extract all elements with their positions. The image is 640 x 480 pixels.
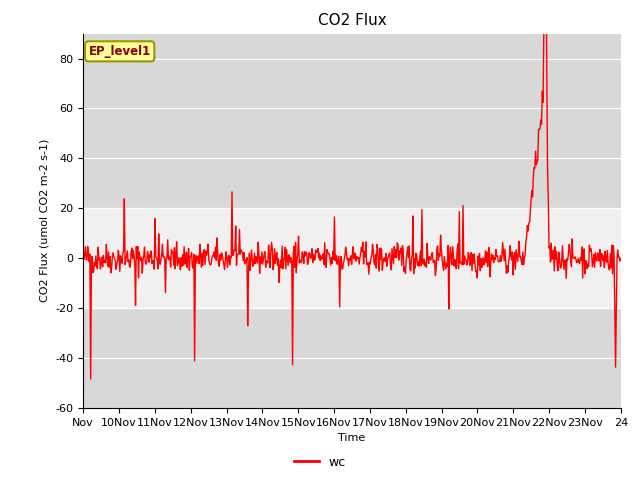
- X-axis label: Time: Time: [339, 433, 365, 443]
- Title: CO2 Flux: CO2 Flux: [317, 13, 387, 28]
- Legend: wc: wc: [289, 451, 351, 474]
- Y-axis label: CO2 Flux (umol CO2 m-2 s-1): CO2 Flux (umol CO2 m-2 s-1): [40, 139, 50, 302]
- Text: EP_level1: EP_level1: [88, 45, 151, 58]
- Bar: [83, 208, 621, 308]
